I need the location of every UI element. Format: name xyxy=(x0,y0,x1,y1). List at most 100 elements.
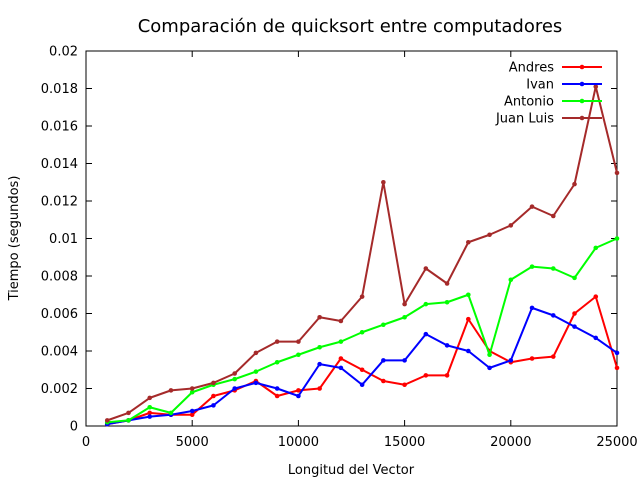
data-point-ivan xyxy=(381,358,386,363)
data-point-ivan xyxy=(444,343,450,348)
data-point-juan-luis xyxy=(487,232,492,238)
legend-label: Andres xyxy=(509,61,554,76)
y-tick-label: 0 xyxy=(70,420,78,435)
data-point-juan-luis xyxy=(550,213,556,219)
data-point-ivan xyxy=(211,403,216,408)
data-point-juan-luis xyxy=(147,395,153,401)
data-point-ivan xyxy=(529,305,535,311)
legend: Andres Ivan Antonio Juan Luis xyxy=(495,61,602,127)
data-point-andres xyxy=(402,382,407,388)
data-point-andres xyxy=(529,356,535,361)
data-point-juan-luis xyxy=(593,84,599,89)
y-tick-label: 0.018 xyxy=(41,82,78,97)
data-point-ivan xyxy=(423,331,429,337)
y-tick-label: 0.012 xyxy=(41,195,78,210)
data-point-juan-luis xyxy=(189,386,195,391)
y-tick-label: 0.014 xyxy=(41,157,78,172)
data-point-andres xyxy=(338,356,344,361)
data-point-juan-luis xyxy=(572,181,577,187)
data-point-ivan xyxy=(253,380,259,386)
x-tick-label: 25000 xyxy=(596,435,637,450)
data-point-ivan xyxy=(508,358,514,363)
data-point-juan-luis xyxy=(614,170,620,176)
data-point-juan-luis xyxy=(317,314,322,320)
x-axis-title: Longitud del Vector xyxy=(288,463,415,478)
data-point-ivan xyxy=(232,386,237,391)
data-point-andres xyxy=(189,412,195,418)
data-point-ivan xyxy=(402,358,407,363)
data-point-ivan xyxy=(317,361,322,367)
y-tick-label: 0.016 xyxy=(41,120,78,135)
legend-label: Antonio xyxy=(504,95,554,110)
data-point-andres xyxy=(572,311,577,316)
legend-swatch-point xyxy=(579,64,585,70)
data-point-ivan xyxy=(296,393,301,399)
data-point-juan-luis xyxy=(274,339,280,344)
legend-entry-ivan: Ivan xyxy=(526,78,602,93)
data-point-juan-luis xyxy=(296,339,301,344)
x-tick-label: 20000 xyxy=(490,435,531,450)
data-point-ivan xyxy=(593,335,599,341)
plot-area: 0 5000 10000 15000 20000 25000 0 0.002 0.004 0.00… xyxy=(41,45,638,451)
y-tick-label: 0.008 xyxy=(41,270,78,285)
data-point-antonio xyxy=(274,359,280,365)
data-point-andres xyxy=(274,393,280,399)
y-tick-label: 0.006 xyxy=(41,307,78,322)
data-point-juan-luis xyxy=(168,388,174,393)
data-point-juan-luis xyxy=(466,239,471,245)
legend-swatch-point xyxy=(579,81,585,87)
data-point-ivan xyxy=(550,313,556,318)
data-point-antonio xyxy=(189,389,195,395)
series-juan-luis xyxy=(104,84,620,423)
legend-label: Ivan xyxy=(526,78,554,93)
legend-swatch-point xyxy=(579,98,585,104)
data-point-juan-luis xyxy=(232,371,237,376)
legend-label: Juan Luis xyxy=(495,112,554,127)
series-andres xyxy=(104,294,620,427)
series-line-ivan xyxy=(107,306,618,426)
y-tick-label: 0.02 xyxy=(49,45,78,60)
data-point-antonio xyxy=(402,314,407,320)
data-point-antonio xyxy=(508,277,514,283)
legend-swatch-point xyxy=(579,115,585,121)
data-point-antonio xyxy=(444,299,450,305)
data-point-antonio xyxy=(572,275,577,281)
data-point-ivan xyxy=(466,348,471,354)
data-point-antonio xyxy=(550,266,556,271)
data-point-antonio xyxy=(529,264,535,269)
data-point-antonio xyxy=(126,418,131,423)
data-point-antonio xyxy=(593,245,599,251)
data-point-andres xyxy=(359,367,365,373)
data-point-andres xyxy=(614,365,620,371)
series-line-andres xyxy=(107,295,618,426)
data-point-juan-luis xyxy=(402,301,407,307)
series-ivan xyxy=(104,305,620,427)
data-point-juan-luis xyxy=(104,418,110,423)
data-point-andres xyxy=(296,388,301,393)
series-antonio xyxy=(104,236,620,425)
y-tick-label: 0.01 xyxy=(49,232,78,247)
data-point-juan-luis xyxy=(381,179,386,185)
data-point-ivan xyxy=(147,414,153,419)
data-point-andres xyxy=(593,294,599,299)
data-point-juan-luis xyxy=(359,294,365,299)
data-point-andres xyxy=(466,316,471,322)
data-point-antonio xyxy=(253,369,259,374)
data-point-antonio xyxy=(359,329,365,335)
y-tick-label: 0.002 xyxy=(41,382,78,397)
data-point-antonio xyxy=(423,301,429,307)
data-point-antonio xyxy=(338,339,344,344)
data-point-andres xyxy=(147,410,153,416)
data-point-juan-luis xyxy=(444,281,450,286)
legend-entry-juan-luis: Juan Luis xyxy=(495,112,602,127)
data-point-ivan xyxy=(614,350,620,356)
data-point-antonio xyxy=(296,352,301,358)
data-point-antonio xyxy=(487,352,492,358)
data-point-antonio xyxy=(466,292,471,298)
y-tick-label: 0.004 xyxy=(41,345,78,360)
data-point-ivan xyxy=(274,386,280,391)
x-tick-label: 0 xyxy=(82,435,90,450)
data-point-andres xyxy=(211,393,216,399)
